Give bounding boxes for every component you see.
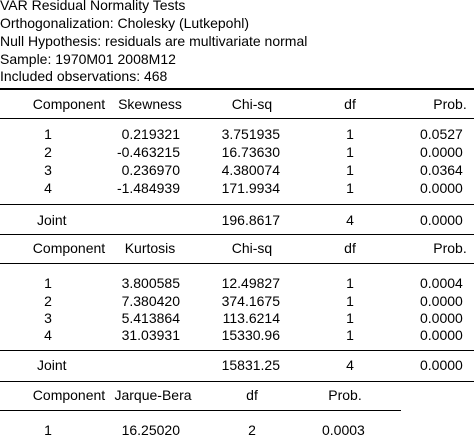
skewness-cell: 0.236970 bbox=[121, 162, 180, 178]
component-cell: 4 bbox=[44, 180, 52, 196]
table-rule bbox=[0, 410, 401, 411]
component-cell: 4 bbox=[44, 327, 52, 343]
column-header-df: df bbox=[246, 387, 258, 403]
column-header-jarque-bera: Jarque-Bera bbox=[114, 387, 192, 403]
prob-cell: 0.0000 bbox=[420, 144, 463, 160]
component-cell: 1 bbox=[44, 126, 52, 142]
prob-cell: 0.0000 bbox=[420, 180, 463, 196]
column-header-chisq: Chi-sq bbox=[231, 96, 273, 112]
column-header-prob: Prob. bbox=[328, 387, 362, 403]
chisq-cell: 4.380074 bbox=[221, 162, 280, 178]
table-rule bbox=[0, 234, 474, 235]
skewness-cell: -1.484939 bbox=[116, 180, 180, 196]
table-rule bbox=[0, 118, 474, 119]
orthogonalization-line: Orthogonalization: Cholesky (Lutkepohl) bbox=[0, 15, 250, 31]
joint-df-cell: 4 bbox=[346, 357, 354, 373]
kurtosis-cell: 5.413864 bbox=[121, 310, 180, 326]
observations-line: Included observations: 468 bbox=[0, 68, 168, 84]
kurtosis-cell: 7.380420 bbox=[121, 293, 180, 309]
table-rule bbox=[0, 88, 474, 90]
kurtosis-cell: 31.03931 bbox=[121, 327, 180, 343]
df-cell: 1 bbox=[346, 293, 354, 309]
table-rule bbox=[0, 350, 474, 351]
chisq-cell: 12.49827 bbox=[221, 275, 280, 291]
df-cell: 1 bbox=[346, 275, 354, 291]
chisq-cell: 15330.96 bbox=[221, 327, 280, 343]
column-header-component: Component bbox=[32, 96, 106, 112]
prob-cell: 0.0364 bbox=[420, 162, 463, 178]
report-title: VAR Residual Normality Tests bbox=[0, 0, 186, 13]
skewness-cell: 0.219321 bbox=[121, 126, 180, 142]
df-cell: 1 bbox=[346, 327, 354, 343]
joint-prob-cell: 0.0000 bbox=[420, 212, 463, 228]
chisq-cell: 3.751935 bbox=[221, 126, 280, 142]
column-header-skewness: Skewness bbox=[118, 96, 182, 112]
joint-chisq-cell: 196.8617 bbox=[221, 212, 280, 228]
component-cell: 2 bbox=[44, 144, 52, 160]
component-cell: 3 bbox=[44, 310, 52, 326]
skewness-cell: -0.463215 bbox=[116, 144, 180, 160]
prob-cell: 0.0000 bbox=[420, 310, 463, 326]
df-cell: 1 bbox=[346, 126, 354, 142]
component-cell: 1 bbox=[44, 275, 52, 291]
kurtosis-cell: 3.800585 bbox=[121, 275, 180, 291]
prob-cell: 0.0527 bbox=[420, 126, 463, 142]
column-header-df: df bbox=[344, 240, 356, 256]
column-header-df: df bbox=[344, 96, 356, 112]
prob-cell: 0.0003 bbox=[322, 422, 365, 438]
joint-label: Joint bbox=[37, 357, 67, 373]
null-hypothesis-line: Null Hypothesis: residuals are multivari… bbox=[0, 33, 308, 49]
joint-label: Joint bbox=[37, 212, 67, 228]
prob-cell: 0.0000 bbox=[420, 293, 463, 309]
column-header-component: Component bbox=[32, 387, 106, 403]
column-header-chisq: Chi-sq bbox=[231, 240, 273, 256]
joint-chisq-cell: 15831.25 bbox=[221, 357, 280, 373]
df-cell: 1 bbox=[346, 144, 354, 160]
chisq-cell: 113.6214 bbox=[222, 310, 280, 326]
df-cell: 1 bbox=[346, 310, 354, 326]
chisq-cell: 171.9934 bbox=[221, 180, 280, 196]
chisq-cell: 374.1675 bbox=[221, 293, 280, 309]
sample-line: Sample: 1970M01 2008M12 bbox=[0, 51, 176, 67]
table-rule bbox=[0, 204, 474, 205]
chisq-cell: 16.73630 bbox=[221, 144, 280, 160]
jarque-bera-cell: 16.25020 bbox=[121, 422, 180, 438]
joint-df-cell: 4 bbox=[346, 212, 354, 228]
component-cell: 2 bbox=[44, 293, 52, 309]
column-header-prob: Prob. bbox=[433, 240, 467, 256]
table-rule bbox=[0, 263, 474, 264]
joint-prob-cell: 0.0000 bbox=[420, 357, 463, 373]
component-cell: 1 bbox=[44, 422, 52, 438]
component-cell: 3 bbox=[44, 162, 52, 178]
df-cell: 1 bbox=[346, 162, 354, 178]
prob-cell: 0.0004 bbox=[420, 275, 463, 291]
table-rule bbox=[0, 381, 474, 382]
prob-cell: 0.0000 bbox=[420, 327, 463, 343]
column-header-kurtosis: Kurtosis bbox=[124, 240, 176, 256]
df-cell: 1 bbox=[346, 180, 354, 196]
column-header-prob: Prob. bbox=[433, 96, 467, 112]
df-cell: 2 bbox=[248, 422, 256, 438]
column-header-component: Component bbox=[32, 240, 106, 256]
